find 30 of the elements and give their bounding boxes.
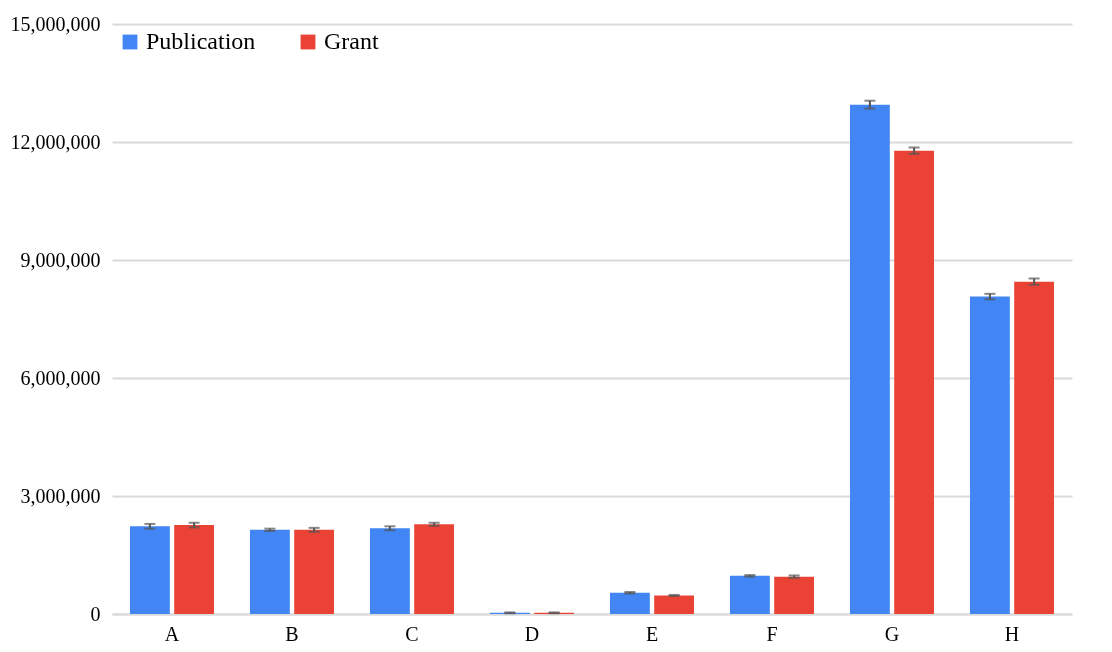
bar <box>850 104 890 614</box>
x-tick-label: F <box>766 622 778 645</box>
bar <box>774 576 814 614</box>
y-tick-label: 12,000,000 <box>10 130 101 153</box>
y-tick-label: 6,000,000 <box>20 366 101 389</box>
legend-label: Grant <box>324 28 379 54</box>
y-tick-label: 3,000,000 <box>20 484 101 507</box>
bar <box>1014 281 1054 614</box>
bar <box>370 528 410 614</box>
bar <box>130 526 170 614</box>
bar <box>174 525 214 614</box>
bar <box>654 595 694 614</box>
x-tick-label: C <box>405 622 419 645</box>
bar <box>970 296 1010 614</box>
bar <box>730 575 770 614</box>
y-tick-label: 9,000,000 <box>20 248 101 271</box>
x-tick-label: G <box>884 622 900 645</box>
bar <box>250 529 290 614</box>
bar <box>610 592 650 614</box>
x-tick-label: E <box>645 622 659 645</box>
x-tick-label: B <box>285 622 299 645</box>
bar <box>294 529 334 614</box>
x-tick-label: H <box>1004 622 1020 645</box>
x-tick-label: D <box>524 622 540 645</box>
bar <box>414 524 454 614</box>
bar <box>894 150 934 614</box>
y-tick-label: 0 <box>90 602 101 625</box>
legend-label: Publication <box>146 28 256 54</box>
x-tick-label: A <box>164 622 180 645</box>
y-tick-label: 15,000,000 <box>10 12 101 35</box>
